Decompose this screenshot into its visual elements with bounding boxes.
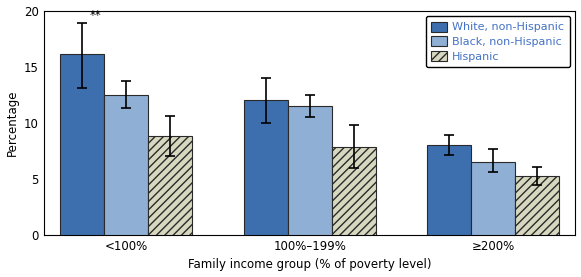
Bar: [288, 106, 332, 235]
Bar: [427, 145, 471, 235]
Text: **: **: [89, 9, 102, 22]
Bar: [515, 176, 559, 235]
Bar: [148, 136, 192, 235]
Bar: [105, 95, 148, 235]
Y-axis label: Percentage: Percentage: [6, 89, 19, 156]
Bar: [471, 162, 515, 235]
Bar: [60, 54, 105, 235]
Legend: White, non-Hispanic, Black, non-Hispanic, Hispanic: White, non-Hispanic, Black, non-Hispanic…: [426, 16, 570, 67]
Bar: [332, 147, 376, 235]
X-axis label: Family income group (% of poverty level): Family income group (% of poverty level): [188, 258, 432, 271]
Bar: [243, 100, 288, 235]
